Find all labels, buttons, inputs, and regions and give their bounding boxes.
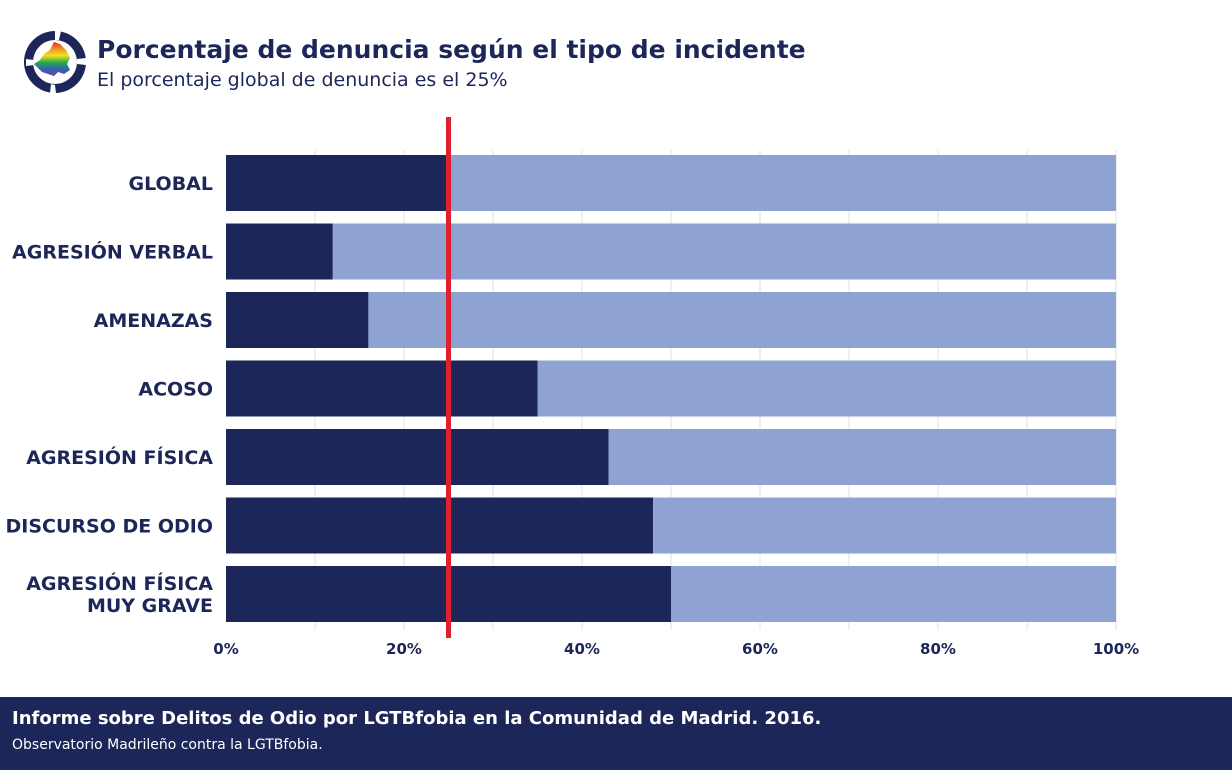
bar-reported <box>226 497 654 554</box>
category-label-line: AGRESIÓN VERBAL <box>12 240 213 264</box>
x-tick-label: 20% <box>386 640 422 658</box>
category-label: DISCURSO DE ODIO <box>6 516 214 538</box>
category-label: AGRESIÓN FÍSICA MUY GRAVE <box>26 571 213 617</box>
category-label-line: AMENAZAS <box>94 310 213 332</box>
bar-reported <box>226 223 333 280</box>
chart-subtitle: El porcentaje global de denuncia es el 2… <box>97 69 508 91</box>
footer-title: Informe sobre Delitos de Odio por LGTBfo… <box>12 708 822 729</box>
category-label: AGRESIÓN VERBAL <box>12 240 213 264</box>
category-label: AMENAZAS <box>94 310 213 332</box>
bar-reported <box>226 360 538 417</box>
bar-remaining <box>332 223 1116 280</box>
bar-chart: GLOBAL AGRESIÓN VERBAL AMENAZAS ACOSO AGRESI… <box>6 117 1139 658</box>
category-label-line: MUY GRAVE <box>87 595 213 617</box>
bar-remaining <box>448 155 1116 211</box>
footer-subtitle: Observatorio Madrileño contra la LGTBfob… <box>12 737 323 753</box>
category-label-line: AGRESIÓN FÍSICA <box>26 571 213 595</box>
footer-banner: Informe sobre Delitos de Odio por LGTBfo… <box>0 697 1232 770</box>
madrid-rainbow-map-icon <box>24 31 86 93</box>
bar-remaining <box>653 497 1116 554</box>
x-tick-label: 0% <box>213 640 238 658</box>
category-label: AGRESIÓN FÍSICA <box>26 445 213 469</box>
bar-remaining <box>368 292 1116 348</box>
category-label: ACOSO <box>138 379 213 401</box>
x-tick-label: 100% <box>1093 640 1139 658</box>
category-label-line: ACOSO <box>138 379 213 401</box>
x-tick-label: 80% <box>920 640 956 658</box>
category-label-line: DISCURSO DE ODIO <box>6 516 214 538</box>
bar-remaining <box>537 360 1116 417</box>
bar-reported <box>226 292 369 348</box>
bar-remaining <box>608 429 1116 485</box>
chart-title: Porcentaje de denuncia según el tipo de … <box>97 35 806 64</box>
x-tick-label: 40% <box>564 640 600 658</box>
bar-reported <box>226 429 609 485</box>
category-label-line: GLOBAL <box>129 173 213 195</box>
bar-reported <box>226 155 449 211</box>
x-tick-label: 60% <box>742 640 778 658</box>
category-label: GLOBAL <box>129 173 213 195</box>
bar-remaining <box>671 566 1116 622</box>
category-label-line: AGRESIÓN FÍSICA <box>26 445 213 469</box>
